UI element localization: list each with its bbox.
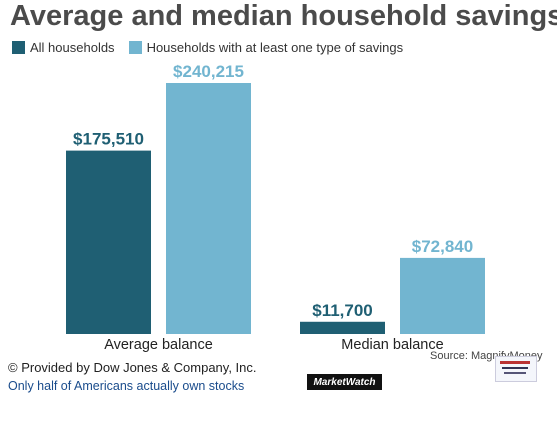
bar-0-1: [166, 83, 251, 334]
legend-label-households-with-savings: Households with at least one type of sav…: [146, 39, 404, 55]
watermark-seal-icon: [495, 356, 537, 382]
legend-swatch-households-with-savings: [128, 40, 142, 54]
bar-value-label-0-1: $240,215: [173, 62, 244, 81]
legend: All households Households with at least …: [12, 38, 417, 56]
legend-item-all-households: All households: [12, 40, 115, 55]
bar-value-label-1-1: $72,840: [412, 237, 473, 256]
legend-item-households-with-savings: Households with at least one type of sav…: [128, 39, 404, 55]
legend-swatch-all-households: [12, 40, 25, 54]
bar-1-1: [400, 257, 485, 334]
bar-0-0: [66, 150, 151, 334]
credit-line: © Provided by Dow Jones & Company, Inc.: [8, 360, 257, 375]
legend-label-all-households: All households: [30, 39, 115, 55]
bar-1-0: [300, 321, 385, 334]
chart-title: Average and median household savings: [10, 0, 557, 32]
bar-value-label-0-0: $175,510: [73, 130, 144, 149]
caption-link[interactable]: Only half of Americans actually own stoc…: [8, 379, 245, 393]
marketwatch-logo: MarketWatch: [307, 374, 382, 390]
bar-value-label-1-0: $11,700: [312, 301, 373, 320]
category-label-0: Average balance: [104, 337, 213, 353]
category-label-1: Median balance: [341, 337, 443, 353]
